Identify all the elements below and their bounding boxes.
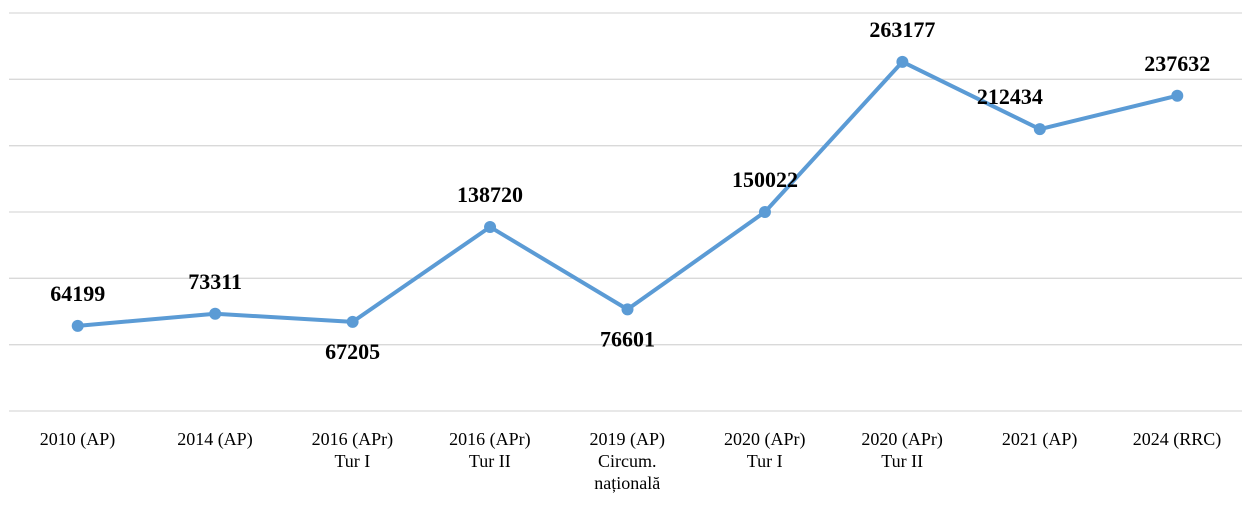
data-label: 138720 xyxy=(457,182,523,207)
x-tick-label: 2021 (AP) xyxy=(1001,429,1078,449)
marker xyxy=(896,55,909,68)
x-tick-label: 2014 (AP) xyxy=(177,429,253,449)
data-label: 263177 xyxy=(869,17,935,42)
data-label: 64199 xyxy=(50,281,105,306)
x-tick-label: 2016 (APr) Tur II xyxy=(449,429,531,471)
marker xyxy=(209,307,222,320)
x-tick-label: 2010 (AP) xyxy=(39,429,116,449)
marker xyxy=(621,303,634,316)
data-label: 67205 xyxy=(325,339,380,364)
x-tick-label: 2020 (APr) Tur II xyxy=(861,429,943,471)
marker xyxy=(484,220,497,233)
marker xyxy=(71,319,84,332)
x-tick-label: 2020 (APr) Tur I xyxy=(723,429,806,471)
marker xyxy=(1171,89,1184,102)
x-tick-label: 2024 (RRC) xyxy=(1132,429,1222,449)
marker xyxy=(758,205,771,218)
data-label: 76601 xyxy=(600,326,655,351)
marker xyxy=(1033,123,1046,136)
x-tick-label: 2019 (AP) Circum. națională xyxy=(589,429,666,493)
data-label: 237632 xyxy=(1144,51,1210,76)
x-tick-label: 2016 (APr) Tur I xyxy=(311,429,394,471)
data-label: 212434 xyxy=(977,84,1043,109)
data-label: 73311 xyxy=(188,269,242,294)
data-label: 150022 xyxy=(732,167,798,192)
marker xyxy=(346,315,359,328)
